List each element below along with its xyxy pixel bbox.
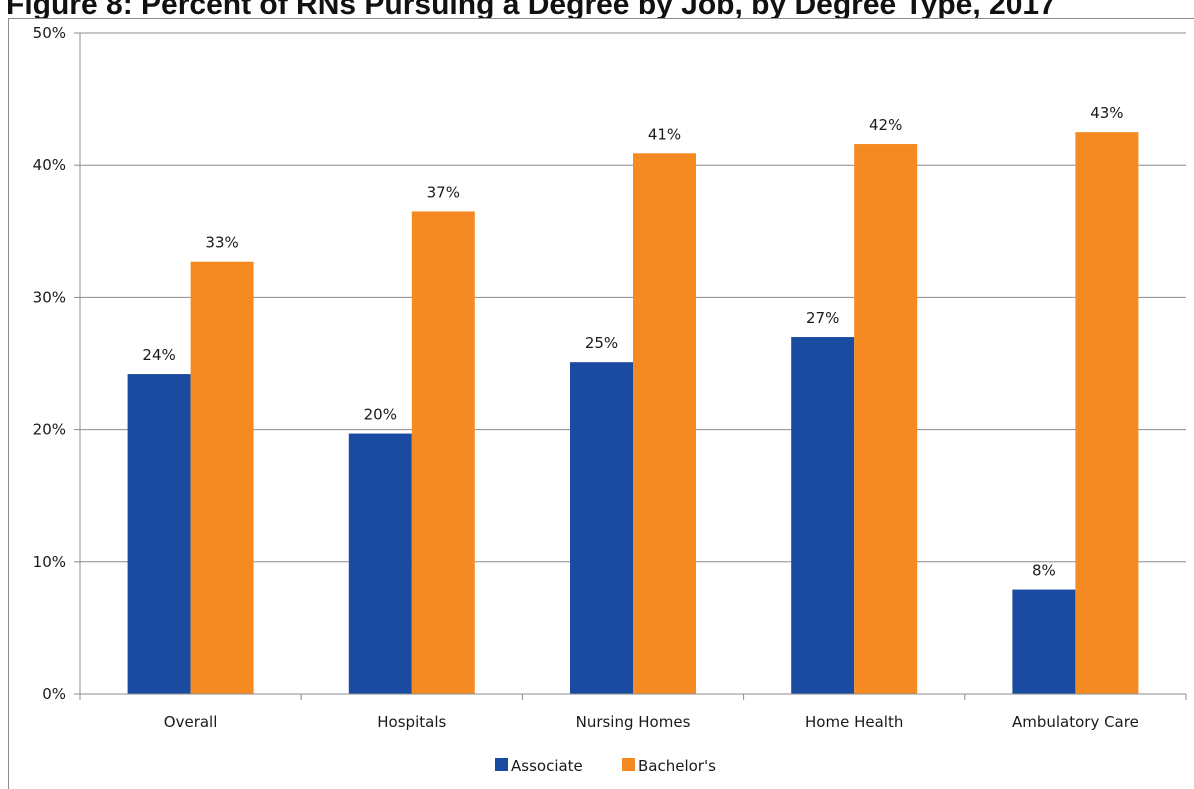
bars: [127, 132, 1139, 695]
data-label: 8%: [1032, 562, 1056, 580]
bar-bachelors: [411, 211, 475, 694]
y-tick-label: 20%: [33, 421, 66, 439]
data-label: 37%: [427, 183, 460, 201]
bar-associate: [348, 433, 412, 694]
y-tick-label: 0%: [42, 685, 66, 703]
legend-swatch-associate: [495, 758, 508, 771]
category-label: Ambulatory Care: [1012, 713, 1139, 731]
bar-associate: [570, 362, 633, 694]
category-label: Overall: [164, 713, 218, 731]
bar-associate: [1012, 589, 1076, 694]
legend-swatch-bachelors: [622, 758, 635, 771]
data-label: 20%: [364, 406, 397, 424]
y-axis: 0% 10% 20% 30% 40% 50%: [33, 24, 81, 703]
data-label: 43%: [1090, 104, 1123, 122]
data-label: 24%: [142, 346, 175, 364]
category-label: Home Health: [805, 713, 903, 731]
bar-bachelors: [854, 144, 918, 695]
data-label: 42%: [869, 116, 902, 134]
category-label: Hospitals: [377, 713, 446, 731]
legend: Associate Bachelor's: [495, 757, 716, 775]
y-tick-label: 40%: [33, 156, 66, 174]
bar-bachelors: [633, 153, 696, 694]
legend-label-bachelors: Bachelor's: [638, 757, 716, 775]
data-label: 27%: [806, 309, 839, 327]
bar-associate: [127, 374, 191, 694]
data-labels: 24% 33% 20% 37% 25% 41% 27% 42% 8% 43%: [142, 104, 1123, 579]
chart-title: Figure 8: Percent of RNs Pursuing a Degr…: [6, 0, 1056, 21]
title-strip: Figure 8: Percent of RNs Pursuing a Degr…: [0, 0, 1194, 30]
data-label: 25%: [585, 334, 618, 352]
y-tick-label: 50%: [33, 24, 66, 42]
x-axis: Overall Hospitals Nursing Homes Home Health…: [79, 693, 1187, 731]
data-label: 41%: [648, 125, 681, 143]
y-tick-label: 10%: [33, 553, 66, 571]
category-label: Nursing Homes: [576, 713, 691, 731]
bar-bachelors: [190, 261, 254, 694]
data-label: 33%: [205, 234, 238, 252]
bar-associate: [791, 337, 855, 694]
bar-bachelors: [1075, 132, 1139, 694]
legend-label-associate: Associate: [511, 757, 583, 775]
y-tick-label: 30%: [33, 288, 66, 306]
